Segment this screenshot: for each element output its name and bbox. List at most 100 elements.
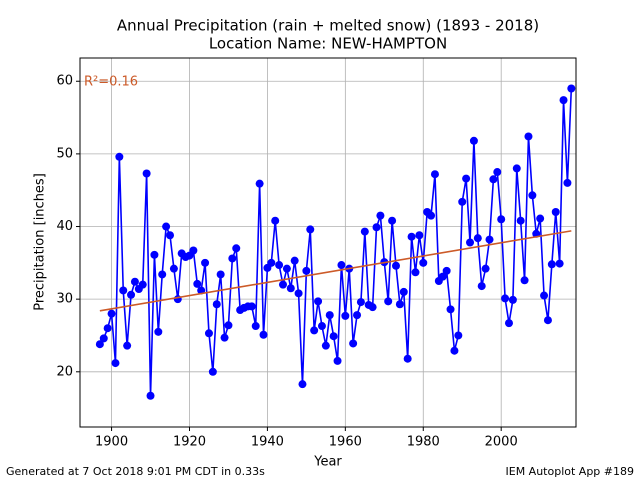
- y-tick-label: 60: [56, 74, 73, 89]
- data-point: [473, 234, 482, 243]
- data-point: [286, 284, 295, 293]
- plot-frame: [79, 57, 577, 428]
- data-point: [197, 286, 206, 295]
- data-point: [430, 170, 439, 179]
- data-point: [99, 334, 108, 343]
- data-point: [466, 238, 475, 247]
- data-point: [333, 356, 342, 365]
- data-point: [356, 298, 365, 307]
- data-point: [395, 300, 404, 309]
- data-point: [306, 225, 315, 234]
- data-point: [403, 354, 412, 363]
- data-line: [99, 88, 573, 396]
- data-point: [127, 290, 136, 299]
- data-point: [353, 311, 362, 320]
- data-point: [442, 266, 451, 275]
- trend-line: [99, 230, 572, 312]
- data-point: [341, 311, 350, 320]
- data-point: [275, 261, 284, 270]
- data-point: [212, 300, 221, 309]
- data-point: [224, 321, 233, 330]
- data-point: [329, 332, 338, 341]
- data-point: [150, 250, 159, 259]
- data-point: [469, 136, 478, 145]
- footer-right: IEM Autoplot App #189: [506, 465, 635, 478]
- data-point: [547, 260, 556, 269]
- data-point: [193, 279, 202, 288]
- data-point: [427, 211, 436, 220]
- data-point: [388, 216, 397, 225]
- data-point: [360, 227, 369, 236]
- data-point: [477, 282, 486, 291]
- data-point: [481, 264, 490, 273]
- data-point: [462, 174, 471, 183]
- y-tick-label: 40: [56, 219, 73, 234]
- data-point: [220, 333, 229, 342]
- data-point: [368, 303, 377, 312]
- data-point: [446, 305, 455, 314]
- data-point: [454, 331, 463, 340]
- data-point: [255, 179, 264, 188]
- data-point: [138, 280, 147, 289]
- data-point: [567, 84, 576, 93]
- data-point: [298, 380, 307, 389]
- data-point: [504, 319, 513, 328]
- data-point: [103, 324, 112, 333]
- annotation: R²=0.16: [84, 75, 138, 90]
- x-tick-label: 1900: [95, 435, 128, 450]
- data-point: [146, 391, 155, 400]
- data-point: [384, 297, 393, 306]
- data-point: [95, 340, 104, 349]
- y-axis-label: Precipitation [inches]: [33, 173, 48, 311]
- data-point: [228, 254, 237, 263]
- data-point: [251, 322, 260, 331]
- chart-subtitle: Location Name: NEW-HAMPTON: [209, 35, 447, 53]
- data-point: [282, 264, 291, 273]
- data-point: [162, 222, 171, 231]
- data-point: [563, 178, 572, 187]
- data-point: [302, 266, 311, 275]
- data-point: [259, 330, 268, 339]
- data-point: [555, 259, 564, 268]
- data-point: [216, 270, 225, 279]
- data-point: [508, 295, 517, 304]
- data-point: [189, 246, 198, 255]
- data-point: [321, 341, 330, 350]
- data-point: [391, 261, 400, 270]
- data-point: [411, 268, 420, 277]
- data-point: [142, 169, 151, 178]
- data-point: [438, 272, 447, 281]
- data-point: [337, 261, 346, 270]
- y-tick-label: 50: [56, 146, 73, 161]
- data-point: [204, 329, 213, 338]
- data-point: [512, 164, 521, 173]
- data-point: [290, 256, 299, 265]
- data-point: [314, 297, 323, 306]
- chart-title: Annual Precipitation (rain + melted snow…: [117, 17, 539, 35]
- data-point: [528, 191, 537, 200]
- data-point: [372, 223, 381, 232]
- data-point: [407, 232, 416, 241]
- data-point: [559, 96, 568, 105]
- data-point: [516, 216, 525, 225]
- data-point: [115, 152, 124, 161]
- data-point: [376, 211, 385, 220]
- data-point: [123, 341, 132, 350]
- data-point: [232, 244, 241, 253]
- data-point: [278, 280, 287, 289]
- data-point: [501, 294, 510, 303]
- y-tick-label: 20: [56, 364, 73, 379]
- data-point: [130, 277, 139, 286]
- data-point: [543, 316, 552, 325]
- data-point: [415, 231, 424, 240]
- x-tick-label: 1980: [407, 435, 440, 450]
- x-tick-label: 1920: [173, 435, 206, 450]
- x-tick-label: 2000: [485, 435, 518, 450]
- data-point: [208, 367, 217, 376]
- data-point: [154, 327, 163, 336]
- data-point: [267, 258, 276, 267]
- data-point: [419, 258, 428, 267]
- data-point: [485, 235, 494, 244]
- data-point: [520, 276, 529, 285]
